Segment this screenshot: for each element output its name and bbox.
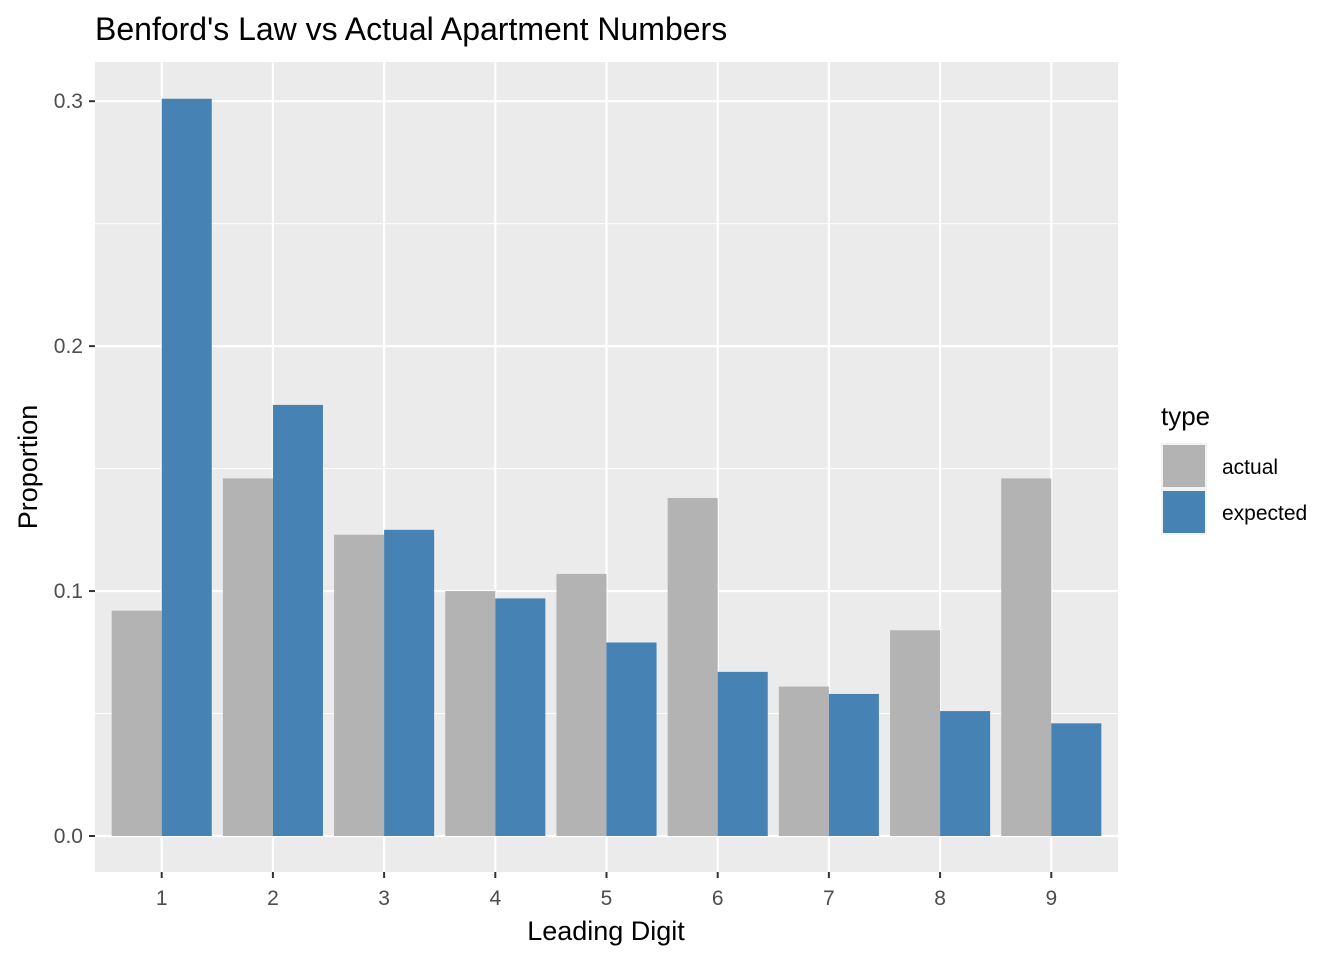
- x-tick-label: 3: [378, 887, 390, 910]
- bar-actual-1: [111, 610, 162, 836]
- x-tick-label: 8: [934, 887, 946, 910]
- y-tick-label: 0.3: [54, 90, 83, 113]
- x-tick-label: 7: [823, 887, 835, 910]
- bar-actual-2: [222, 478, 273, 836]
- bar-actual-4: [445, 591, 496, 836]
- y-axis: 0.0 0.1 0.2 0.3: [54, 90, 95, 848]
- legend-key-actual: [1163, 445, 1205, 487]
- bar-actual-8: [890, 630, 941, 836]
- x-tick-label: 9: [1045, 887, 1057, 910]
- x-axis: 1 2 3 4 5 6 7 8 9: [156, 872, 1057, 910]
- bar-actual-6: [667, 497, 718, 836]
- y-tick-label: 0.1: [54, 580, 83, 603]
- bar-actual-5: [556, 573, 607, 836]
- x-tick-label: 6: [712, 887, 724, 910]
- bar-expected-5: [606, 642, 657, 836]
- bar-actual-7: [778, 686, 829, 836]
- bar-expected-1: [161, 98, 212, 836]
- bar-actual-3: [334, 534, 385, 836]
- bar-actual-9: [1001, 478, 1052, 836]
- legend-label-actual: actual: [1222, 456, 1278, 479]
- x-tick-label: 5: [601, 887, 613, 910]
- y-tick-label: 0.2: [54, 335, 83, 358]
- x-tick-label: 4: [489, 887, 501, 910]
- bar-expected-7: [828, 693, 879, 836]
- bars: [111, 98, 1102, 836]
- chart-title: Benford's Law vs Actual Apartment Number…: [95, 11, 727, 47]
- x-tick-label: 2: [267, 887, 279, 910]
- y-axis-title: Proportion: [13, 405, 43, 530]
- x-tick-label: 1: [156, 887, 168, 910]
- x-axis-title: Leading Digit: [527, 916, 685, 946]
- legend: type actual expected: [1161, 401, 1307, 535]
- bar-expected-4: [495, 598, 546, 836]
- bar-expected-3: [384, 529, 435, 836]
- bar-expected-2: [272, 404, 323, 836]
- legend-title: type: [1161, 401, 1210, 431]
- legend-label-expected: expected: [1222, 502, 1307, 525]
- legend-key-expected: [1163, 491, 1205, 533]
- bar-expected-6: [717, 671, 768, 836]
- bar-expected-9: [1051, 723, 1102, 836]
- bar-expected-8: [940, 711, 991, 836]
- y-tick-label: 0.0: [54, 825, 83, 848]
